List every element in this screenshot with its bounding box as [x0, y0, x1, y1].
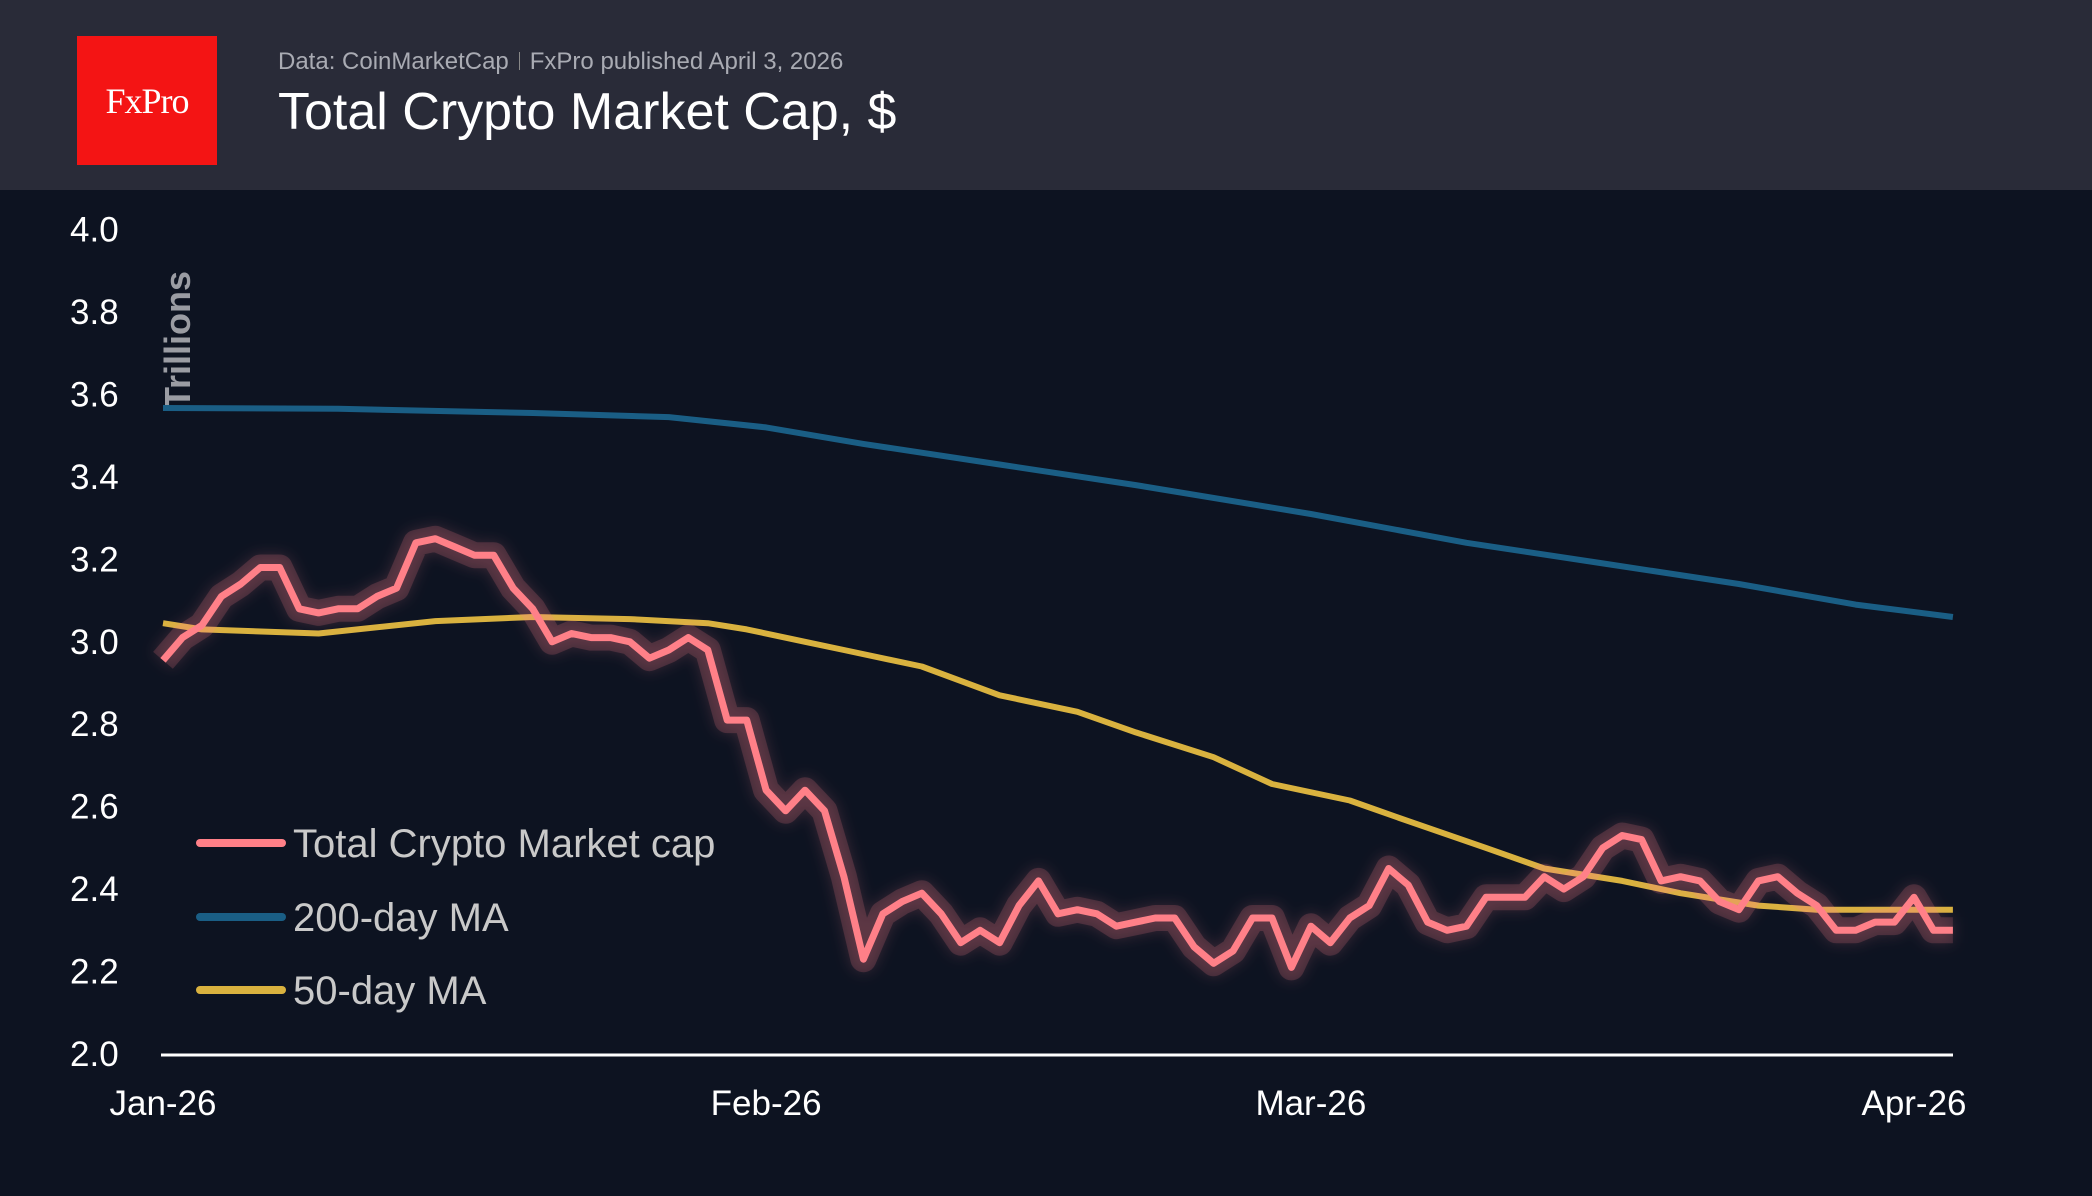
y-tick-label: 2.0	[70, 1035, 119, 1074]
y-tick-label: 3.8	[70, 293, 119, 332]
y-tick-label: 2.2	[70, 953, 119, 992]
y-axis-label: Trillions	[157, 271, 198, 409]
y-tick-label: 2.8	[70, 705, 119, 744]
separator	[518, 52, 520, 70]
legend-label: Total Crypto Market cap	[293, 822, 715, 866]
y-tick-label: 2.4	[70, 870, 119, 909]
data-source: Data: CoinMarketCap	[278, 48, 509, 75]
published-date: FxPro published April 3, 2026	[529, 48, 844, 75]
x-tick-label: Mar-26	[1255, 1084, 1366, 1123]
y-tick-label: 2.6	[70, 788, 119, 827]
y-tick-label: 3.0	[70, 623, 119, 662]
y-tick-label: 4.0	[70, 211, 119, 250]
legend-item: 200-day MA	[196, 896, 509, 940]
chart-subtitle: Data: CoinMarketCap FxPro published April…	[278, 48, 843, 76]
series-line-total-crypto-market-cap	[160, 535, 1953, 971]
legend-label: 50-day MA	[293, 969, 487, 1013]
y-tick-label: 3.4	[70, 458, 119, 497]
chart-header: FxPro Data: CoinMarketCap FxPro published…	[0, 0, 2092, 190]
legend-item: 50-day MA	[196, 969, 487, 1013]
x-tick-label: Apr-26	[1861, 1084, 1966, 1123]
x-tick-label: Jan-26	[109, 1084, 216, 1123]
legend-item: Total Crypto Market cap	[196, 822, 715, 866]
chart-title: Total Crypto Market Cap, $	[278, 83, 897, 141]
y-tick-label: 3.2	[70, 540, 119, 579]
series-line-200-day-ma	[162, 405, 1954, 620]
y-tick-label: 3.6	[70, 375, 119, 414]
x-tick-label: Feb-26	[711, 1084, 822, 1123]
legend-label: 200-day MA	[293, 896, 509, 940]
fxpro-logo: FxPro	[77, 36, 217, 165]
